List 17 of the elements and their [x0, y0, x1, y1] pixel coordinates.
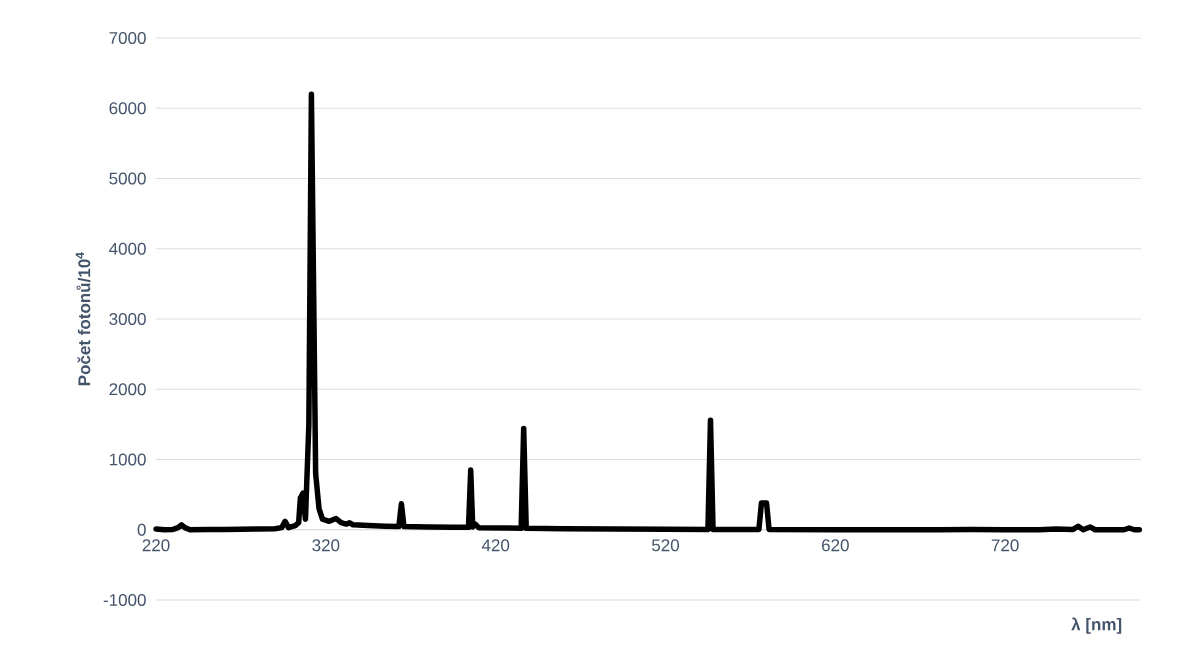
y-tick-label: -1000: [103, 593, 146, 607]
x-tick-label: 320: [312, 539, 340, 552]
y-tick-label: 7000: [109, 31, 146, 45]
y-tick-label: 1000: [109, 453, 146, 466]
y-tick-label: 0: [137, 523, 146, 536]
x-tick-label: 520: [651, 539, 680, 552]
x-tick-label: 220: [142, 539, 170, 552]
y-axis-title: Počet fotonů/10$^{4}$: [75, 252, 91, 386]
y-tick-label: 3000: [109, 312, 146, 326]
x-axis-title: λ [nm]: [1071, 617, 1122, 634]
x-tick-label: 720: [991, 539, 1019, 552]
y-tick-label: 4000: [109, 242, 146, 255]
x-tick-label: 620: [821, 539, 849, 552]
y-tick-label: 6000: [109, 102, 146, 115]
y-tick-label: 2000: [109, 383, 146, 396]
x-tick-label: 420: [481, 539, 510, 552]
y-tick-label: 5000: [109, 172, 146, 185]
